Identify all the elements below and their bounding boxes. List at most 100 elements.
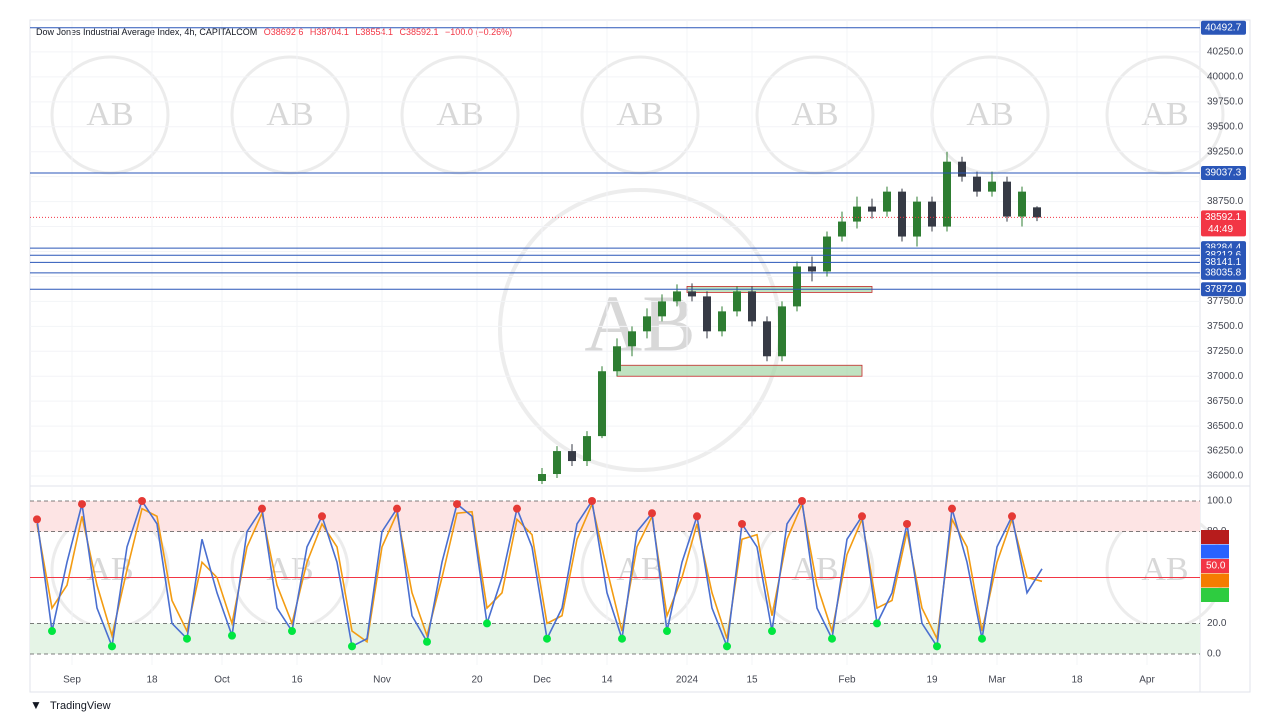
ohlc-change: −100.0 (−0.26%) [445, 27, 512, 37]
osc-signal [768, 627, 776, 636]
candle-body [703, 296, 711, 332]
osc-badge [1201, 559, 1229, 573]
y-tick-label: 40000.0 [1207, 72, 1244, 83]
osc-signal [903, 519, 911, 528]
candle-body [1003, 181, 1011, 217]
osc-signal [453, 500, 461, 509]
x-tick-label: Dec [533, 675, 551, 686]
watermark-text: AB [1141, 551, 1188, 588]
osc-tick-label: 0.0 [1207, 649, 1221, 660]
osc-signal [543, 634, 551, 643]
osc-signal [108, 642, 116, 651]
x-tick-label: 16 [291, 675, 303, 686]
level-label: 38035.8 [1205, 268, 1242, 279]
candle-body [688, 291, 696, 297]
candle-body [988, 181, 996, 192]
osc-badge [1201, 588, 1229, 602]
x-tick-label: Feb [838, 675, 856, 686]
osc-signal [228, 631, 236, 640]
osc-signal [318, 512, 326, 521]
ohlc-close: C38592.1 [399, 27, 438, 37]
osc-signal [78, 500, 86, 509]
candle-body [958, 161, 966, 177]
level-label: 39037.3 [1205, 168, 1242, 179]
level-badge [1201, 265, 1246, 280]
osc-signal [288, 627, 296, 636]
osc-signal [858, 512, 866, 521]
y-tick-label: 36750.0 [1207, 396, 1244, 407]
osc-signal [393, 504, 401, 513]
level-label: 37872.0 [1205, 284, 1242, 295]
last-price-badge [1201, 210, 1246, 237]
level-label: 38284.4 [1205, 243, 1242, 254]
osc-signal [1008, 512, 1016, 521]
y-tick-label: 36500.0 [1207, 421, 1244, 432]
x-tick-label: 2024 [676, 675, 699, 686]
candle-body [868, 206, 876, 212]
x-tick-label: 18 [146, 675, 158, 686]
level-badge [1201, 282, 1246, 297]
x-tick-label: 14 [601, 675, 613, 686]
last-price-label: 38592.1 [1205, 212, 1242, 223]
osc-signal [648, 509, 656, 518]
osc-signal [183, 634, 191, 643]
osc-line [36, 501, 1043, 644]
x-tick-label: Mar [988, 675, 1006, 686]
osc-signal [618, 634, 626, 643]
osc-signal [258, 504, 266, 513]
x-tick-label: 19 [926, 675, 938, 686]
y-tick-label: 38750.0 [1207, 196, 1244, 207]
ohlc-open: O38692.6 [264, 27, 304, 37]
candle-body [673, 291, 681, 302]
symbol: Dow Jones Industrial Average Index, 4h, … [36, 27, 257, 37]
candle-body [538, 474, 546, 482]
watermark-text: AB [616, 551, 663, 588]
y-tick-label: 36250.0 [1207, 446, 1244, 457]
candle-body [763, 321, 771, 357]
osc-signal [348, 642, 356, 651]
osc-signal [33, 515, 41, 524]
candle-body [1018, 191, 1026, 217]
osc-badge [1201, 544, 1229, 559]
candle-body [898, 191, 906, 237]
candle-body [883, 191, 891, 212]
x-tick-label: 18 [1071, 675, 1083, 686]
osc-badge [1201, 573, 1229, 588]
countdown: 44:49 [1208, 224, 1233, 235]
y-tick-label: 40250.0 [1207, 47, 1244, 58]
level-badge [1201, 255, 1246, 270]
candle-body [1033, 207, 1041, 218]
level-badge [1201, 20, 1246, 35]
osc-signal [948, 504, 956, 513]
y-tick-label: 39750.0 [1207, 96, 1244, 107]
ohlc-low: L38554.1 [355, 27, 393, 37]
osc-tick-label: 20.0 [1207, 618, 1227, 629]
candle-body [778, 306, 786, 357]
candle-body [973, 176, 981, 192]
level-label: 38141.1 [1205, 257, 1242, 268]
candle-body [553, 451, 561, 475]
chart-header: Dow Jones Industrial Average Index, 4h, … [36, 27, 512, 37]
x-tick-label: Oct [214, 675, 230, 686]
level-label: 40492.7 [1205, 22, 1242, 33]
level-badge [1201, 165, 1246, 180]
y-tick-label: 37500.0 [1207, 321, 1244, 332]
y-tick-label: 37000.0 [1207, 371, 1244, 382]
osc-signal [483, 619, 491, 628]
y-tick-label: 39500.0 [1207, 121, 1244, 132]
osc-signal [738, 519, 746, 528]
y-tick-label: 36000.0 [1207, 471, 1244, 482]
candle-body [808, 266, 816, 272]
x-tick-label: Nov [373, 675, 391, 686]
logo: ▼ [30, 698, 42, 712]
candle-body [748, 291, 756, 322]
candle-body [613, 346, 621, 372]
osc-signal [873, 619, 881, 628]
osc-signal [48, 627, 56, 636]
osc-signal [588, 497, 596, 506]
osc-signal [933, 642, 941, 651]
candle-body [823, 236, 831, 272]
x-tick-label: Sep [63, 675, 81, 686]
upper_band [30, 501, 1200, 532]
